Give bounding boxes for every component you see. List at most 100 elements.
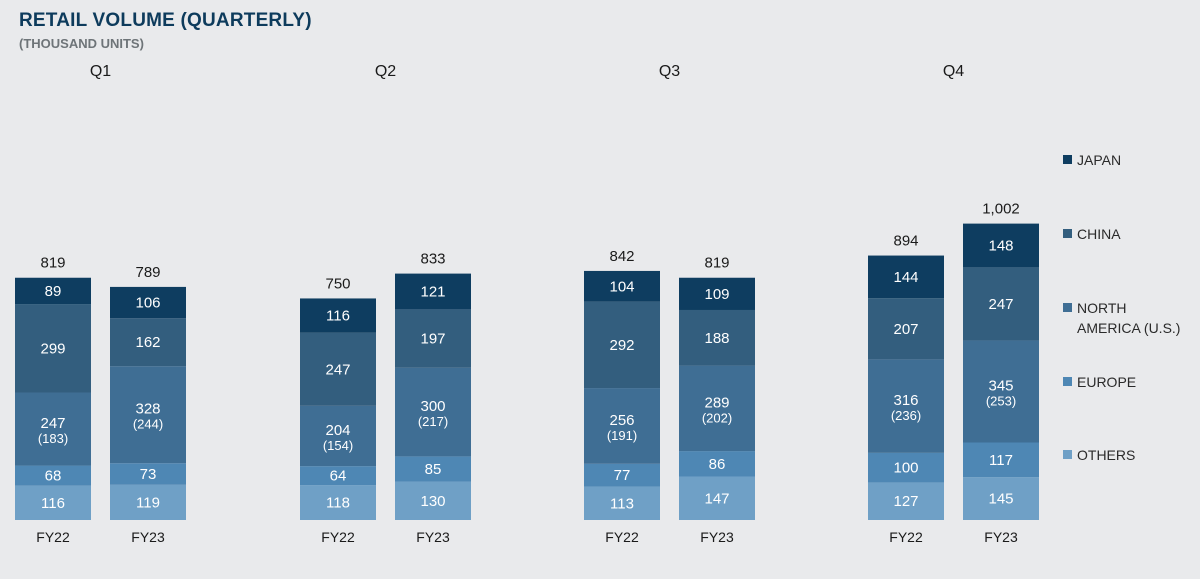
legend-swatch-japan [1063, 155, 1072, 164]
bar-q2-fy22-europe [300, 466, 376, 486]
bar-q3-fy23-japan [679, 277, 755, 310]
x-label-q2-fy22: FY22 [321, 529, 355, 545]
quarter-label-q4: Q4 [943, 63, 964, 80]
value-label-q2-fy22-china: 247 [325, 361, 350, 378]
total-label-q2-fy22: 750 [325, 275, 350, 292]
legend-label-north-america-line2: AMERICA (U.S.) [1077, 320, 1180, 336]
bar-q4-fy22-others [868, 482, 944, 520]
bar-q4-fy23-europe [963, 442, 1039, 478]
value-label-q4-fy23-north-america: 345 [988, 377, 1013, 394]
bar-q1-fy23-north-america-u-s [110, 366, 186, 464]
value-label-q3-fy23-others: 147 [704, 490, 729, 507]
bar-q4-fy23-china [963, 267, 1039, 341]
bar-q4-fy23-north-america-u-s [963, 340, 1039, 443]
legend-swatch-europe [1063, 377, 1072, 386]
value-label-q1-fy22-china: 299 [40, 340, 65, 357]
value-label-q2-fy23-others: 130 [420, 493, 445, 510]
bar-q3-fy22-north-america-u-s [584, 388, 660, 464]
value-label-q1-fy23-others: 119 [136, 494, 160, 511]
bar-q3-fy22-europe [584, 463, 660, 487]
total-label-q4-fy22: 894 [893, 233, 918, 250]
chart-title: RETAIL VOLUME (QUARTERLY) [19, 10, 312, 31]
value-label-q4-fy22-china: 207 [893, 321, 918, 338]
value-label-q4-fy22-others: 127 [893, 493, 918, 510]
value-label-q2-fy22-europe: 64 [330, 468, 347, 485]
us-value-label-q4-fy22: (236) [891, 408, 921, 423]
bar-q4-fy23-japan [963, 223, 1039, 268]
bar-q2-fy23-japan [395, 273, 471, 310]
bar-q1-fy22-europe [15, 465, 91, 486]
value-label-q4-fy23-others: 145 [988, 491, 1013, 508]
value-label-q2-fy23-europe: 85 [425, 461, 442, 478]
value-label-q1-fy23-china: 162 [135, 334, 160, 351]
value-label-q4-fy23-japan: 148 [988, 237, 1013, 254]
bar-q2-fy22-others [300, 485, 376, 520]
value-label-q4-fy23-china: 247 [988, 296, 1013, 313]
legend-label-china: CHINA [1077, 226, 1121, 242]
value-label-q2-fy23-japan: 121 [420, 283, 445, 300]
value-label-q2-fy22-north-america: 204 [325, 422, 350, 439]
value-label-q3-fy22-china: 292 [609, 337, 634, 354]
total-label-q2-fy23: 833 [420, 251, 445, 268]
quarter-label-q1: Q1 [90, 63, 111, 80]
bar-q4-fy23-others [963, 477, 1039, 520]
us-value-label-q1-fy22: (183) [38, 431, 68, 446]
bar-q1-fy22-japan [15, 277, 91, 305]
value-label-q1-fy22-japan: 89 [45, 283, 62, 300]
value-label-q3-fy22-europe: 77 [614, 467, 631, 484]
value-label-q2-fy22-others: 118 [326, 495, 350, 512]
bar-q1-fy22-north-america-u-s [15, 392, 91, 466]
bar-q1-fy23-japan [110, 286, 186, 319]
bar-q2-fy23-others [395, 481, 471, 520]
us-value-label-q3-fy23: (202) [702, 410, 732, 425]
total-label-q3-fy22: 842 [609, 248, 634, 265]
legend-label-europe: EUROPE [1077, 374, 1136, 390]
bar-q3-fy22-others [584, 486, 660, 520]
value-label-q3-fy22-japan: 104 [609, 278, 634, 295]
bar-q1-fy23-others [110, 484, 186, 520]
value-label-q3-fy23-japan: 109 [704, 286, 729, 303]
us-value-label-q2-fy23: (217) [418, 414, 448, 429]
legend-swatch-others [1063, 450, 1072, 459]
bar-q4-fy22-north-america-u-s [868, 359, 944, 453]
bar-q3-fy23-others [679, 476, 755, 520]
bar-q2-fy23-north-america-u-s [395, 367, 471, 457]
bar-q4-fy22-japan [868, 255, 944, 299]
total-label-q3-fy23: 819 [704, 255, 729, 272]
value-label-q3-fy23-china: 188 [704, 330, 729, 347]
value-label-q4-fy23-europe: 117 [989, 452, 1013, 469]
x-label-q1-fy23: FY23 [131, 529, 165, 545]
bar-q2-fy22-japan [300, 298, 376, 333]
legend-label-japan: JAPAN [1077, 152, 1121, 168]
value-label-q3-fy22-others: 113 [610, 495, 634, 512]
quarter-label-q3: Q3 [659, 63, 680, 80]
value-label-q2-fy22-japan: 116 [326, 308, 350, 325]
bar-q4-fy22-china [868, 298, 944, 360]
bar-q3-fy23-europe [679, 451, 755, 477]
x-label-q3-fy22: FY22 [605, 529, 639, 545]
total-label-q1-fy22: 819 [40, 255, 65, 272]
bar-q3-fy23-north-america-u-s [679, 365, 755, 452]
bar-q2-fy22-north-america-u-s [300, 405, 376, 467]
value-label-q1-fy23-north-america: 328 [135, 401, 160, 418]
quarter-label-q2: Q2 [375, 63, 396, 80]
x-label-q3-fy23: FY23 [700, 529, 734, 545]
value-label-q1-fy22-north-america: 247 [40, 415, 65, 432]
legend-label-others: OTHERS [1077, 447, 1135, 463]
bar-q3-fy22-china [584, 301, 660, 389]
us-value-label-q4-fy23: (253) [986, 393, 1016, 408]
us-value-label-q2-fy22: (154) [323, 438, 353, 453]
us-value-label-q3-fy22: (191) [607, 428, 637, 443]
x-label-q4-fy23: FY23 [984, 529, 1018, 545]
chart-subtitle: (THOUSAND UNITS) [19, 36, 144, 51]
bar-q1-fy23-europe [110, 463, 186, 485]
legend-label-north-america-line1: NORTH [1077, 300, 1127, 316]
value-label-q1-fy22-europe: 68 [45, 468, 62, 485]
us-value-label-q1-fy23: (244) [133, 417, 163, 432]
value-label-q3-fy23-europe: 86 [709, 456, 726, 473]
value-label-q3-fy22-north-america: 256 [609, 412, 634, 429]
value-label-q3-fy23-north-america: 289 [704, 394, 729, 411]
bar-q3-fy23-china [679, 309, 755, 366]
value-label-q2-fy23-north-america: 300 [420, 398, 445, 415]
bar-q2-fy23-europe [395, 456, 471, 482]
